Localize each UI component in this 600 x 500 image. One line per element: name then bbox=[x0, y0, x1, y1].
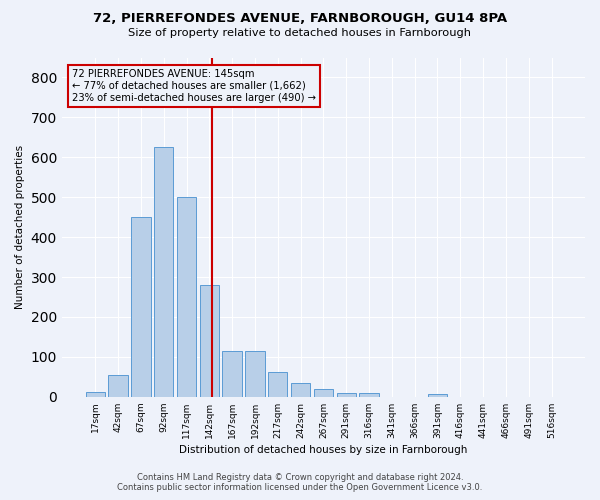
Bar bbox=[245, 351, 265, 397]
Bar bbox=[200, 285, 219, 397]
Bar bbox=[337, 393, 356, 397]
Bar bbox=[131, 217, 151, 397]
Y-axis label: Number of detached properties: Number of detached properties bbox=[15, 145, 25, 309]
Bar bbox=[223, 351, 242, 397]
X-axis label: Distribution of detached houses by size in Farnborough: Distribution of detached houses by size … bbox=[179, 445, 467, 455]
Bar bbox=[291, 383, 310, 397]
Text: Contains HM Land Registry data © Crown copyright and database right 2024.
Contai: Contains HM Land Registry data © Crown c… bbox=[118, 473, 482, 492]
Bar bbox=[109, 375, 128, 397]
Text: Size of property relative to detached houses in Farnborough: Size of property relative to detached ho… bbox=[128, 28, 472, 38]
Bar bbox=[86, 392, 105, 397]
Bar bbox=[359, 393, 379, 397]
Bar bbox=[428, 394, 447, 397]
Bar bbox=[268, 372, 287, 397]
Bar bbox=[314, 389, 333, 397]
Bar bbox=[177, 197, 196, 397]
Bar bbox=[154, 148, 173, 397]
Text: 72 PIERREFONDES AVENUE: 145sqm
← 77% of detached houses are smaller (1,662)
23% : 72 PIERREFONDES AVENUE: 145sqm ← 77% of … bbox=[72, 70, 316, 102]
Text: 72, PIERREFONDES AVENUE, FARNBOROUGH, GU14 8PA: 72, PIERREFONDES AVENUE, FARNBOROUGH, GU… bbox=[93, 12, 507, 26]
